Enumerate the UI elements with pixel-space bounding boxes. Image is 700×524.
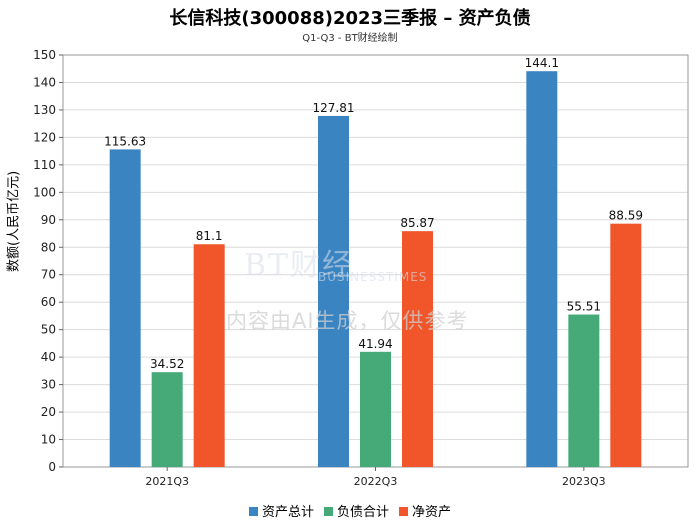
x-tick-label: 2022Q3 xyxy=(354,475,398,488)
chart-title: 长信科技(300088)2023三季报 – 资产负债 xyxy=(169,8,531,29)
data-label: 88.59 xyxy=(609,209,643,223)
bars xyxy=(109,71,642,468)
chart-subtitle: Q1-Q3 - BT财经绘制 xyxy=(302,33,398,44)
bar-资产总计-2022Q3 xyxy=(318,115,349,467)
bar-资产总计-2021Q3 xyxy=(109,149,141,467)
data-label: 85.87 xyxy=(400,216,434,230)
y-tick-label: 60 xyxy=(41,295,56,309)
legend: 资产总计 负债合计 净资产 xyxy=(0,501,700,520)
y-tick-label: 120 xyxy=(33,130,56,144)
legend-swatch xyxy=(399,507,408,516)
watermark-logo-sub: BUSINESSTIMES xyxy=(318,270,428,284)
y-tick-label: 110 xyxy=(33,158,56,172)
data-label: 144.1 xyxy=(525,56,559,70)
legend-label: 净资产 xyxy=(412,505,452,520)
legend-label: 资产总计 xyxy=(261,505,314,520)
bar-负债合计-2021Q3 xyxy=(151,372,183,467)
legend-swatch xyxy=(248,507,258,516)
y-tick-label: 140 xyxy=(33,75,56,89)
y-tick-label: 130 xyxy=(33,103,56,117)
bar-净资产-2021Q3 xyxy=(193,244,225,467)
data-label: 127.81 xyxy=(313,101,355,115)
y-tick-label: 30 xyxy=(41,378,56,392)
data-label: 115.63 xyxy=(104,134,146,148)
y-tick-label: 50 xyxy=(41,323,56,337)
x-tick-label: 2023Q3 xyxy=(562,475,606,488)
y-tick-label: 0 xyxy=(48,460,56,474)
y-tick-label: 100 xyxy=(33,185,56,199)
y-tick-label: 150 xyxy=(33,48,56,62)
legend-label: 负债合计 xyxy=(336,505,389,520)
bar-负债合计-2023Q3 xyxy=(568,314,600,467)
y-tick-label: 20 xyxy=(41,405,56,419)
y-tick-label: 80 xyxy=(41,240,56,254)
y-tick-label: 10 xyxy=(41,433,56,447)
x-tick-label: 2021Q3 xyxy=(145,475,189,488)
data-label: 81.1 xyxy=(196,229,223,243)
watermark-text: 内容由AI生成，仅供参考 xyxy=(226,309,469,333)
bar-净资产-2022Q3 xyxy=(402,231,433,467)
data-label: 55.51 xyxy=(567,300,601,314)
watermark-logo: BT财经 xyxy=(244,248,355,283)
legend-swatch xyxy=(323,507,333,516)
bar-净资产-2023Q3 xyxy=(610,223,642,467)
data-label: 41.94 xyxy=(358,337,392,351)
legend-item: 资产总计 xyxy=(248,501,314,520)
bar-资产总计-2023Q3 xyxy=(526,71,558,468)
data-label: 34.52 xyxy=(150,357,184,371)
legend-item: 负债合计 xyxy=(323,501,389,520)
bar-负债合计-2022Q3 xyxy=(360,351,391,467)
y-tick-label: 90 xyxy=(41,213,56,227)
y-tick-label: 70 xyxy=(41,268,56,282)
legend-item: 净资产 xyxy=(399,501,451,520)
y-tick-label: 40 xyxy=(41,350,56,364)
data-labels: 115.63 34.52 81.1 127.81 41.94 85.87 144.1 55.5… xyxy=(104,56,643,371)
